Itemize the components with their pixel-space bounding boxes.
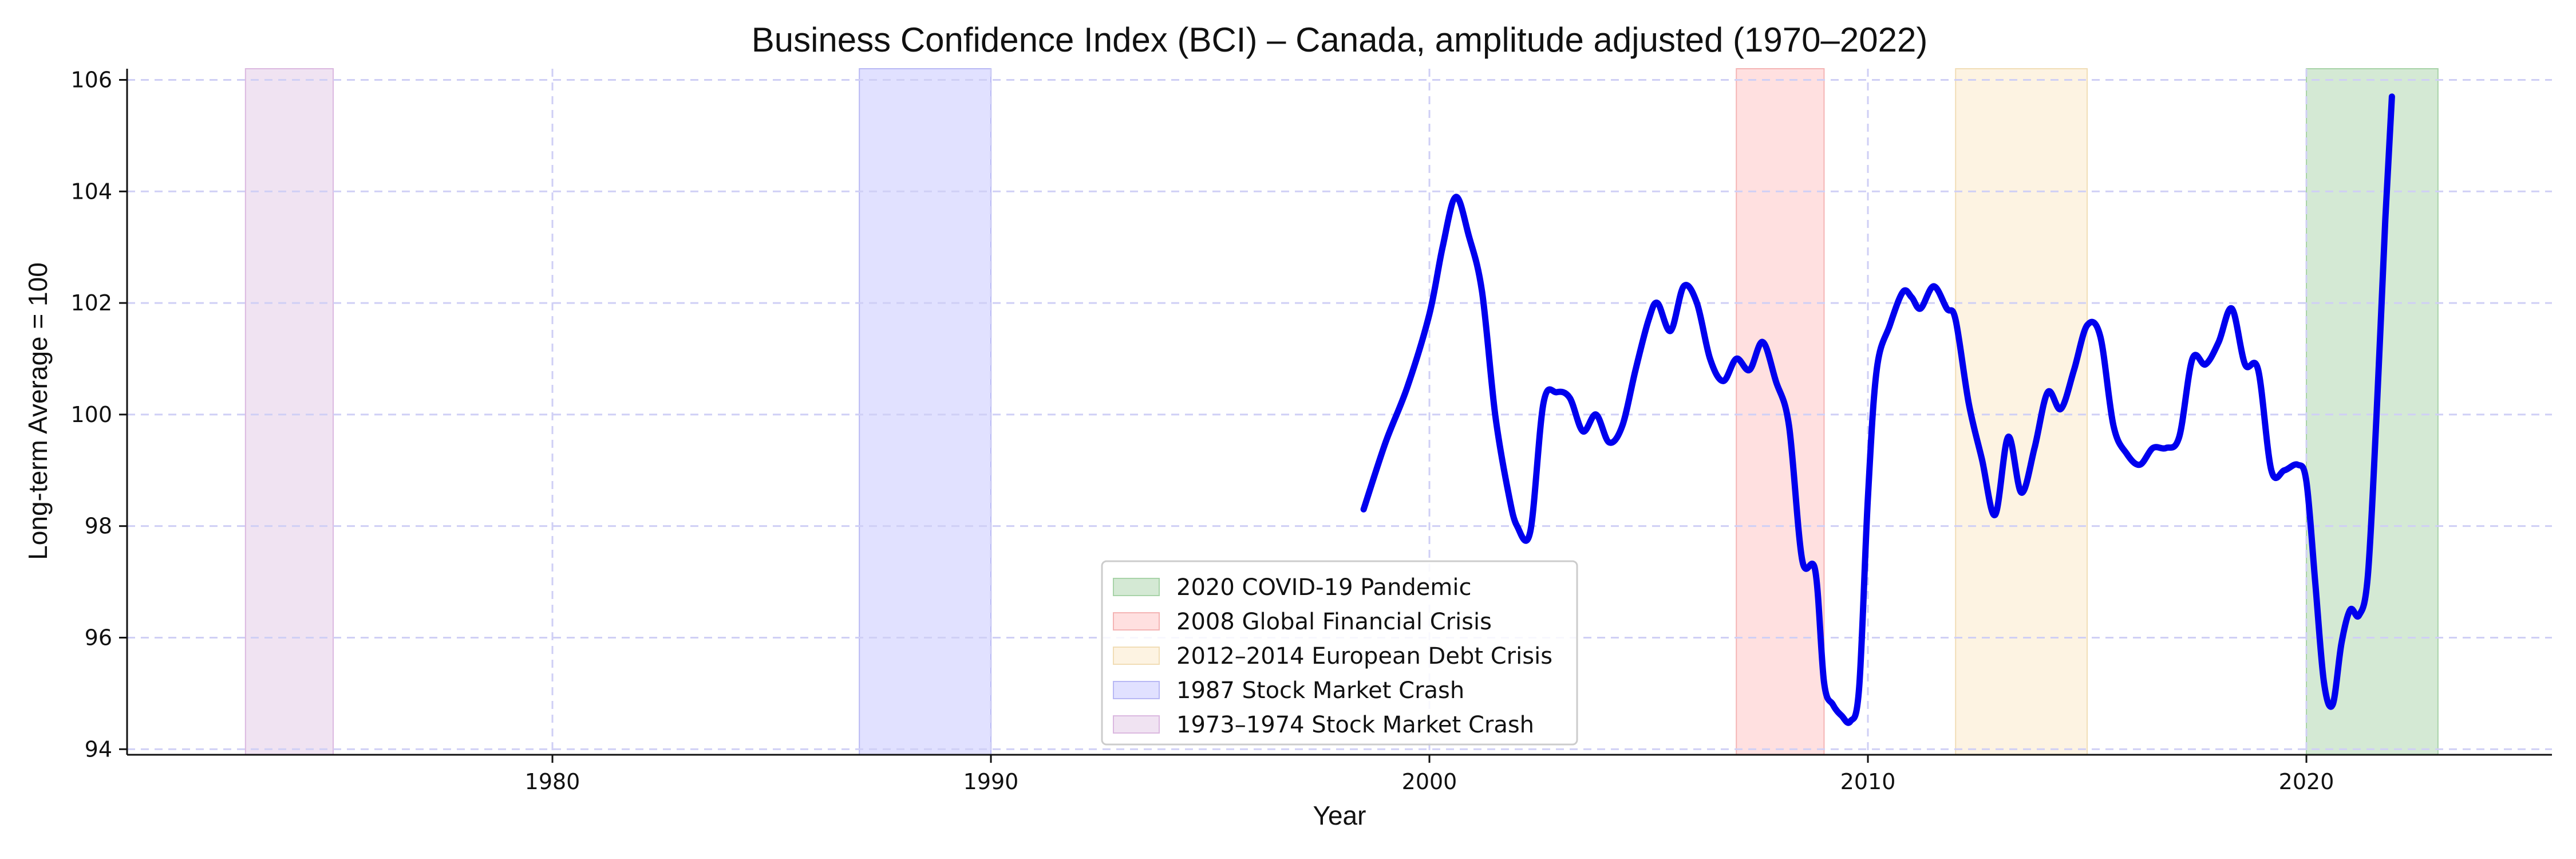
legend-box bbox=[1101, 560, 1578, 746]
bci-line-0 bbox=[1360, 93, 2395, 726]
shaded-region-3 bbox=[859, 68, 992, 755]
x-axis-label: Year bbox=[1313, 801, 1366, 830]
y-axis-label: Long-term Average = 100 bbox=[23, 262, 53, 560]
y-tick-label-102: 102 bbox=[70, 290, 112, 316]
ticks: 94 96 98 100 102 104 106 1980 1990 2000 2010 2020 bbox=[70, 67, 2334, 794]
y-tick-label-100: 100 bbox=[70, 402, 112, 427]
shaded-region-0 bbox=[2306, 68, 2439, 755]
shaded-region-2 bbox=[1955, 68, 2088, 755]
shaded-region-1 bbox=[1736, 68, 1825, 755]
axes bbox=[126, 69, 2552, 756]
legend-swatch-1 bbox=[1113, 612, 1160, 631]
y-tick-label-98: 98 bbox=[85, 514, 112, 539]
x-tick-label-2010: 2010 bbox=[1840, 769, 1896, 794]
legend-swatch-0 bbox=[1113, 578, 1160, 596]
x-tick-label-1990: 1990 bbox=[963, 769, 1019, 794]
shaded-region-4 bbox=[244, 68, 334, 755]
legend-label-4: 1973–1974 Stock Market Crash bbox=[1176, 712, 1534, 738]
legend-label-3: 1987 Stock Market Crash bbox=[1176, 677, 1464, 704]
legend-swatch-3 bbox=[1113, 681, 1160, 699]
y-tick-label-106: 106 bbox=[70, 67, 112, 92]
series bbox=[1360, 93, 2395, 726]
legend-swatch-2 bbox=[1113, 647, 1160, 665]
legend-label-1: 2008 Global Financial Crisis bbox=[1176, 609, 1492, 635]
y-tick-label-96: 96 bbox=[85, 625, 112, 650]
x-tick-label-1980: 1980 bbox=[525, 769, 580, 794]
y-tick-label-104: 104 bbox=[70, 179, 112, 204]
legend-label-2: 2012–2014 European Debt Crisis bbox=[1176, 643, 1552, 669]
x-tick-label-2000: 2000 bbox=[1402, 769, 1457, 794]
legend-swatch-4 bbox=[1113, 715, 1160, 734]
x-tick-label-2020: 2020 bbox=[2279, 769, 2334, 794]
chart-title: Business Confidence Index (BCI) – Canada… bbox=[752, 21, 1928, 59]
shaded-regions bbox=[244, 68, 2439, 755]
y-tick-label-94: 94 bbox=[85, 736, 112, 762]
legend: 2020 COVID-19 Pandemic 2008 Global Financ… bbox=[1101, 560, 1578, 746]
legend-label-0: 2020 COVID-19 Pandemic bbox=[1176, 574, 1472, 601]
